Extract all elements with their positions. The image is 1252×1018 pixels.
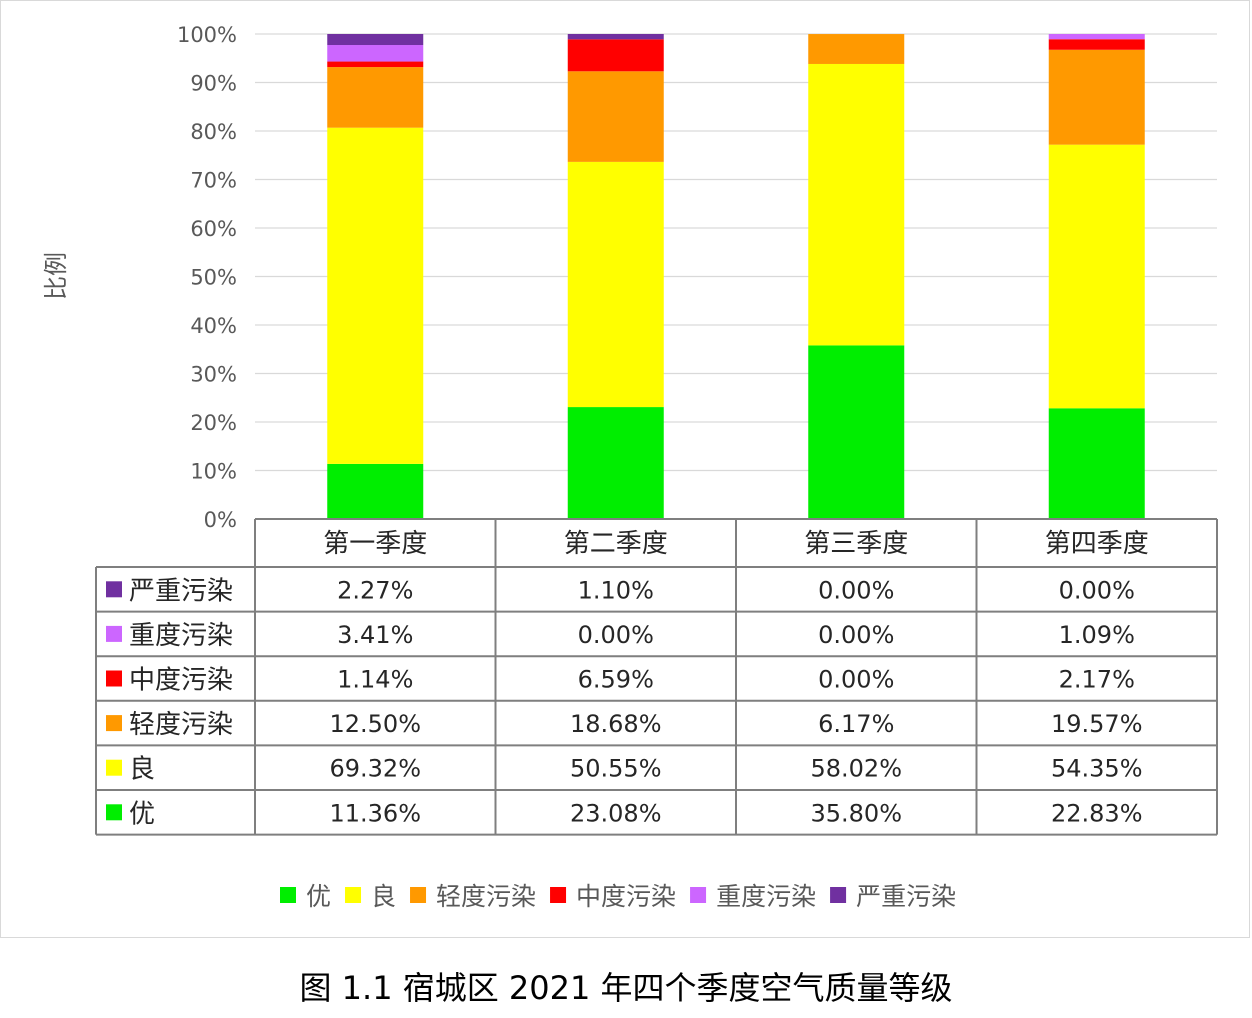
data-label: 6.59%	[578, 666, 654, 694]
bar-segment	[1048, 49, 1145, 145]
legend-entry: 良	[371, 882, 396, 911]
bar-segment	[567, 39, 664, 72]
bar-segment	[327, 463, 424, 519]
data-label: 1.14%	[337, 666, 413, 694]
bar-segment	[1048, 144, 1145, 409]
category-label: 第二季度	[564, 529, 668, 559]
data-label: 18.68%	[570, 710, 662, 738]
bar-segment	[327, 127, 424, 464]
bar-segment	[1048, 408, 1145, 519]
row-label: 中度污染	[129, 666, 233, 696]
data-label: 50.55%	[570, 755, 662, 783]
data-label: 6.17%	[818, 710, 894, 738]
bar-segment	[567, 161, 664, 408]
data-label: 19.57%	[1051, 710, 1143, 738]
data-label: 11.36%	[329, 799, 421, 827]
row-label: 重度污染	[129, 621, 233, 651]
category-label: 第三季度	[804, 529, 908, 559]
data-label: 35.80%	[810, 799, 902, 827]
legend-entry: 优	[306, 882, 331, 911]
legend-key	[106, 715, 122, 732]
data-label: 0.00%	[818, 576, 894, 604]
data-label: 3.41%	[337, 621, 413, 649]
legend-swatch	[550, 887, 567, 903]
y-tick-label: 10%	[190, 460, 237, 484]
y-tick-label: 80%	[190, 120, 237, 144]
legend-entry: 轻度污染	[436, 882, 536, 911]
data-label: 54.35%	[1051, 755, 1143, 783]
data-label: 2.27%	[337, 576, 413, 604]
bar-segment	[327, 45, 424, 62]
legend-entry: 中度污染	[576, 882, 676, 911]
y-tick-label: 0%	[204, 508, 237, 532]
data-label: 58.02%	[810, 755, 902, 783]
y-tick-label: 100%	[177, 23, 237, 47]
row-label: 严重污染	[129, 576, 233, 606]
y-tick-label: 30%	[190, 363, 237, 387]
y-tick-label: 40%	[190, 314, 237, 338]
legend-key	[106, 581, 122, 598]
data-label: 1.10%	[578, 576, 654, 604]
bar-segment	[567, 407, 664, 519]
data-label: 0.00%	[578, 621, 654, 649]
data-label: 2.17%	[1059, 666, 1135, 694]
data-label: 69.32%	[329, 755, 421, 783]
bar-segment	[808, 345, 905, 519]
row-label: 轻度污染	[129, 710, 233, 740]
y-tick-label: 50%	[190, 266, 237, 290]
row-label: 优	[129, 799, 155, 829]
legend-key	[106, 759, 122, 776]
bar-segment	[567, 34, 664, 40]
legend-entry: 严重污染	[856, 882, 956, 911]
data-label: 0.00%	[818, 666, 894, 694]
data-label: 23.08%	[570, 799, 662, 827]
bar-segment	[327, 61, 424, 68]
legend-entry: 重度污染	[716, 882, 816, 911]
legend-key	[106, 670, 122, 687]
legend-key	[106, 804, 122, 821]
y-axis-label: 比例	[42, 252, 70, 300]
bar-segment	[567, 71, 664, 162]
data-label: 1.09%	[1059, 621, 1135, 649]
row-label: 良	[129, 755, 155, 785]
legend-swatch	[690, 887, 707, 903]
legend-swatch	[830, 887, 847, 903]
bar-segment	[1048, 34, 1145, 40]
y-tick-label: 70%	[190, 169, 237, 193]
bar-segment	[808, 34, 905, 64]
figure-caption: 图 1.1 宿城区 2021 年四个季度空气质量等级	[299, 969, 953, 1007]
legend-key	[106, 625, 122, 642]
legend-swatch	[280, 887, 296, 903]
bar-segment	[327, 34, 424, 46]
y-tick-label: 20%	[190, 411, 237, 435]
bar-segment	[1048, 39, 1145, 50]
y-tick-label: 90%	[190, 72, 237, 96]
category-label: 第四季度	[1045, 529, 1149, 559]
data-label: 0.00%	[818, 621, 894, 649]
legend-swatch	[410, 887, 427, 903]
data-label: 22.83%	[1051, 799, 1143, 827]
bar-segment	[808, 63, 905, 346]
data-label: 12.50%	[329, 710, 421, 738]
bar-segment	[327, 67, 424, 128]
data-label: 0.00%	[1059, 576, 1135, 604]
y-tick-label: 60%	[190, 217, 237, 241]
category-label: 第一季度	[323, 529, 427, 559]
legend-swatch	[345, 887, 362, 903]
